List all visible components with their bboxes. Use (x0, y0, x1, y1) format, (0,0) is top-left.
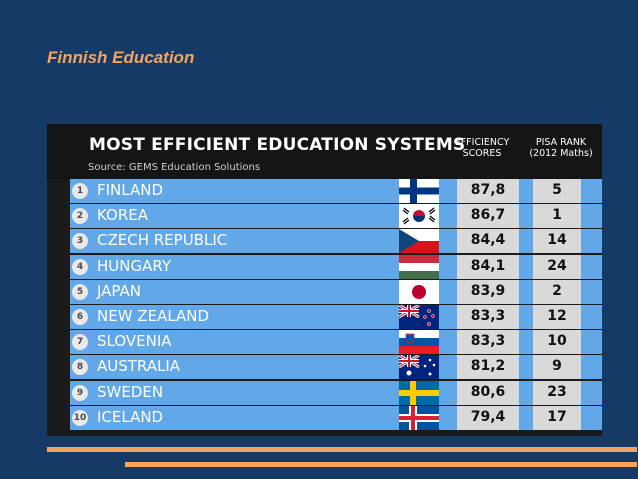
pisa-rank: 17 (547, 408, 567, 425)
efficiency-score: 79,4 (470, 408, 506, 425)
country-name: AUSTRALIA (97, 357, 181, 376)
country-name: SWEDEN (97, 382, 164, 401)
iceland-flag-icon (399, 405, 439, 430)
efficiency-score: 87,8 (470, 182, 506, 198)
pisa-cell: 12 (533, 304, 581, 329)
efficiency-score: 83,3 (470, 307, 506, 324)
pisa-cell: 17 (533, 405, 581, 430)
pisa-rank: 24 (547, 257, 567, 274)
pisa-cell: 1 (533, 204, 581, 229)
pisa-rank: 10 (547, 333, 567, 350)
country-name: ICELAND (97, 407, 164, 426)
efficiency-cell: 86,7 (457, 204, 519, 229)
efficiency-cell: 84,4 (457, 229, 519, 254)
table-row: 1 FINLAND 87,8 5 (47, 179, 602, 204)
table-row: 8 AUSTRALIA 81,2 9 (47, 355, 602, 380)
rank-badge: 2 (72, 208, 88, 225)
new-zealand-flag-icon (399, 304, 439, 329)
pisa-rank: 23 (547, 383, 567, 400)
efficiency-score: 86,7 (470, 207, 506, 224)
rank-badge: 1 (72, 183, 88, 199)
pisa-cell: 10 (533, 330, 581, 355)
pisa-rank: 2 (552, 282, 562, 299)
table-title: MOST EFFICIENT EDUCATION SYSTEMS (89, 135, 466, 155)
table-row: 7 SLOVENIA 83,3 10 (47, 330, 602, 355)
table-row: 9 SWEDEN 80,6 23 (47, 380, 602, 406)
table-header: MOST EFFICIENT EDUCATION SYSTEMS Source:… (47, 124, 602, 179)
country-name: KOREA (97, 206, 148, 225)
efficiency-cell: 83,9 (457, 279, 519, 304)
pisa-cell: 9 (533, 355, 581, 380)
hungary-flag-icon (399, 254, 439, 279)
efficiency-score: 84,1 (470, 257, 506, 274)
country-name: FINLAND (97, 181, 164, 199)
efficiency-cell: 83,3 (457, 304, 519, 329)
table-rows: 1 FINLAND 87,8 5 2 KOREA 86,7 1 3 CZECH … (47, 179, 602, 431)
czech-flag-icon (399, 229, 439, 254)
pisa-rank: 12 (547, 307, 567, 324)
japan-flag-icon (399, 279, 439, 304)
korea-flag-icon (399, 204, 439, 229)
efficiency-score: 83,9 (470, 282, 506, 299)
pisa-rank: 14 (547, 232, 567, 249)
rank-badge: 7 (72, 334, 88, 351)
row-background (70, 279, 602, 304)
country-name: SLOVENIA (97, 332, 172, 351)
table-row: 6 NEW ZEALAND 83,3 12 (47, 304, 602, 330)
rank-badge: 4 (72, 258, 88, 275)
efficiency-score: 84,4 (470, 232, 506, 249)
efficiency-cell: 87,8 (457, 179, 519, 203)
efficiency-cell: 83,3 (457, 330, 519, 355)
decorative-bar-bottom (125, 462, 637, 467)
finland-flag-icon (399, 179, 439, 203)
table-row: 4 HUNGARY 84,1 24 (47, 254, 602, 280)
rank-badge: 10 (72, 409, 88, 426)
efficiency-cell: 84,1 (457, 254, 519, 279)
ranking-table: MOST EFFICIENT EDUCATION SYSTEMS Source:… (47, 124, 602, 436)
rank-badge: 5 (72, 283, 88, 300)
pisa-cell: 2 (533, 279, 581, 304)
column-header-pisa: PISA RANK (2012 Maths) (529, 137, 593, 159)
country-name: HUNGARY (97, 256, 171, 275)
rank-badge: 3 (72, 233, 88, 250)
table-row: 10 ICELAND 79,4 17 (47, 405, 602, 431)
decorative-bar-top (47, 447, 637, 452)
australia-flag-icon (399, 355, 439, 380)
efficiency-cell: 80,6 (457, 380, 519, 405)
rank-badge: 9 (72, 384, 88, 401)
slovenia-flag-icon (399, 330, 439, 355)
efficiency-cell: 81,2 (457, 355, 519, 380)
row-background (70, 204, 602, 229)
pisa-cell: 24 (533, 254, 581, 279)
efficiency-score: 81,2 (470, 358, 506, 375)
country-name: CZECH REPUBLIC (97, 231, 228, 250)
efficiency-score: 80,6 (470, 383, 506, 400)
slide-title: Finnish Education (47, 48, 195, 67)
pisa-cell: 23 (533, 380, 581, 405)
country-name: JAPAN (97, 281, 141, 300)
efficiency-cell: 79,4 (457, 405, 519, 430)
table-source: Source: GEMS Education Solutions (88, 162, 261, 173)
pisa-cell: 14 (533, 229, 581, 254)
table-row: 2 KOREA 86,7 1 (47, 204, 602, 229)
column-header-efficiency: EFFICIENCY SCORES (454, 137, 510, 159)
table-row: 5 JAPAN 83,9 2 (47, 279, 602, 305)
pisa-rank: 9 (552, 358, 562, 375)
pisa-cell: 5 (533, 179, 581, 203)
sweden-flag-icon (399, 380, 439, 405)
country-name: NEW ZEALAND (97, 306, 210, 325)
table-row: 3 CZECH REPUBLIC 84,4 14 (47, 229, 602, 254)
pisa-rank: 1 (552, 207, 562, 224)
rank-badge: 8 (72, 359, 88, 376)
rank-badge: 6 (72, 308, 88, 325)
pisa-rank: 5 (552, 182, 562, 198)
efficiency-score: 83,3 (470, 333, 506, 350)
